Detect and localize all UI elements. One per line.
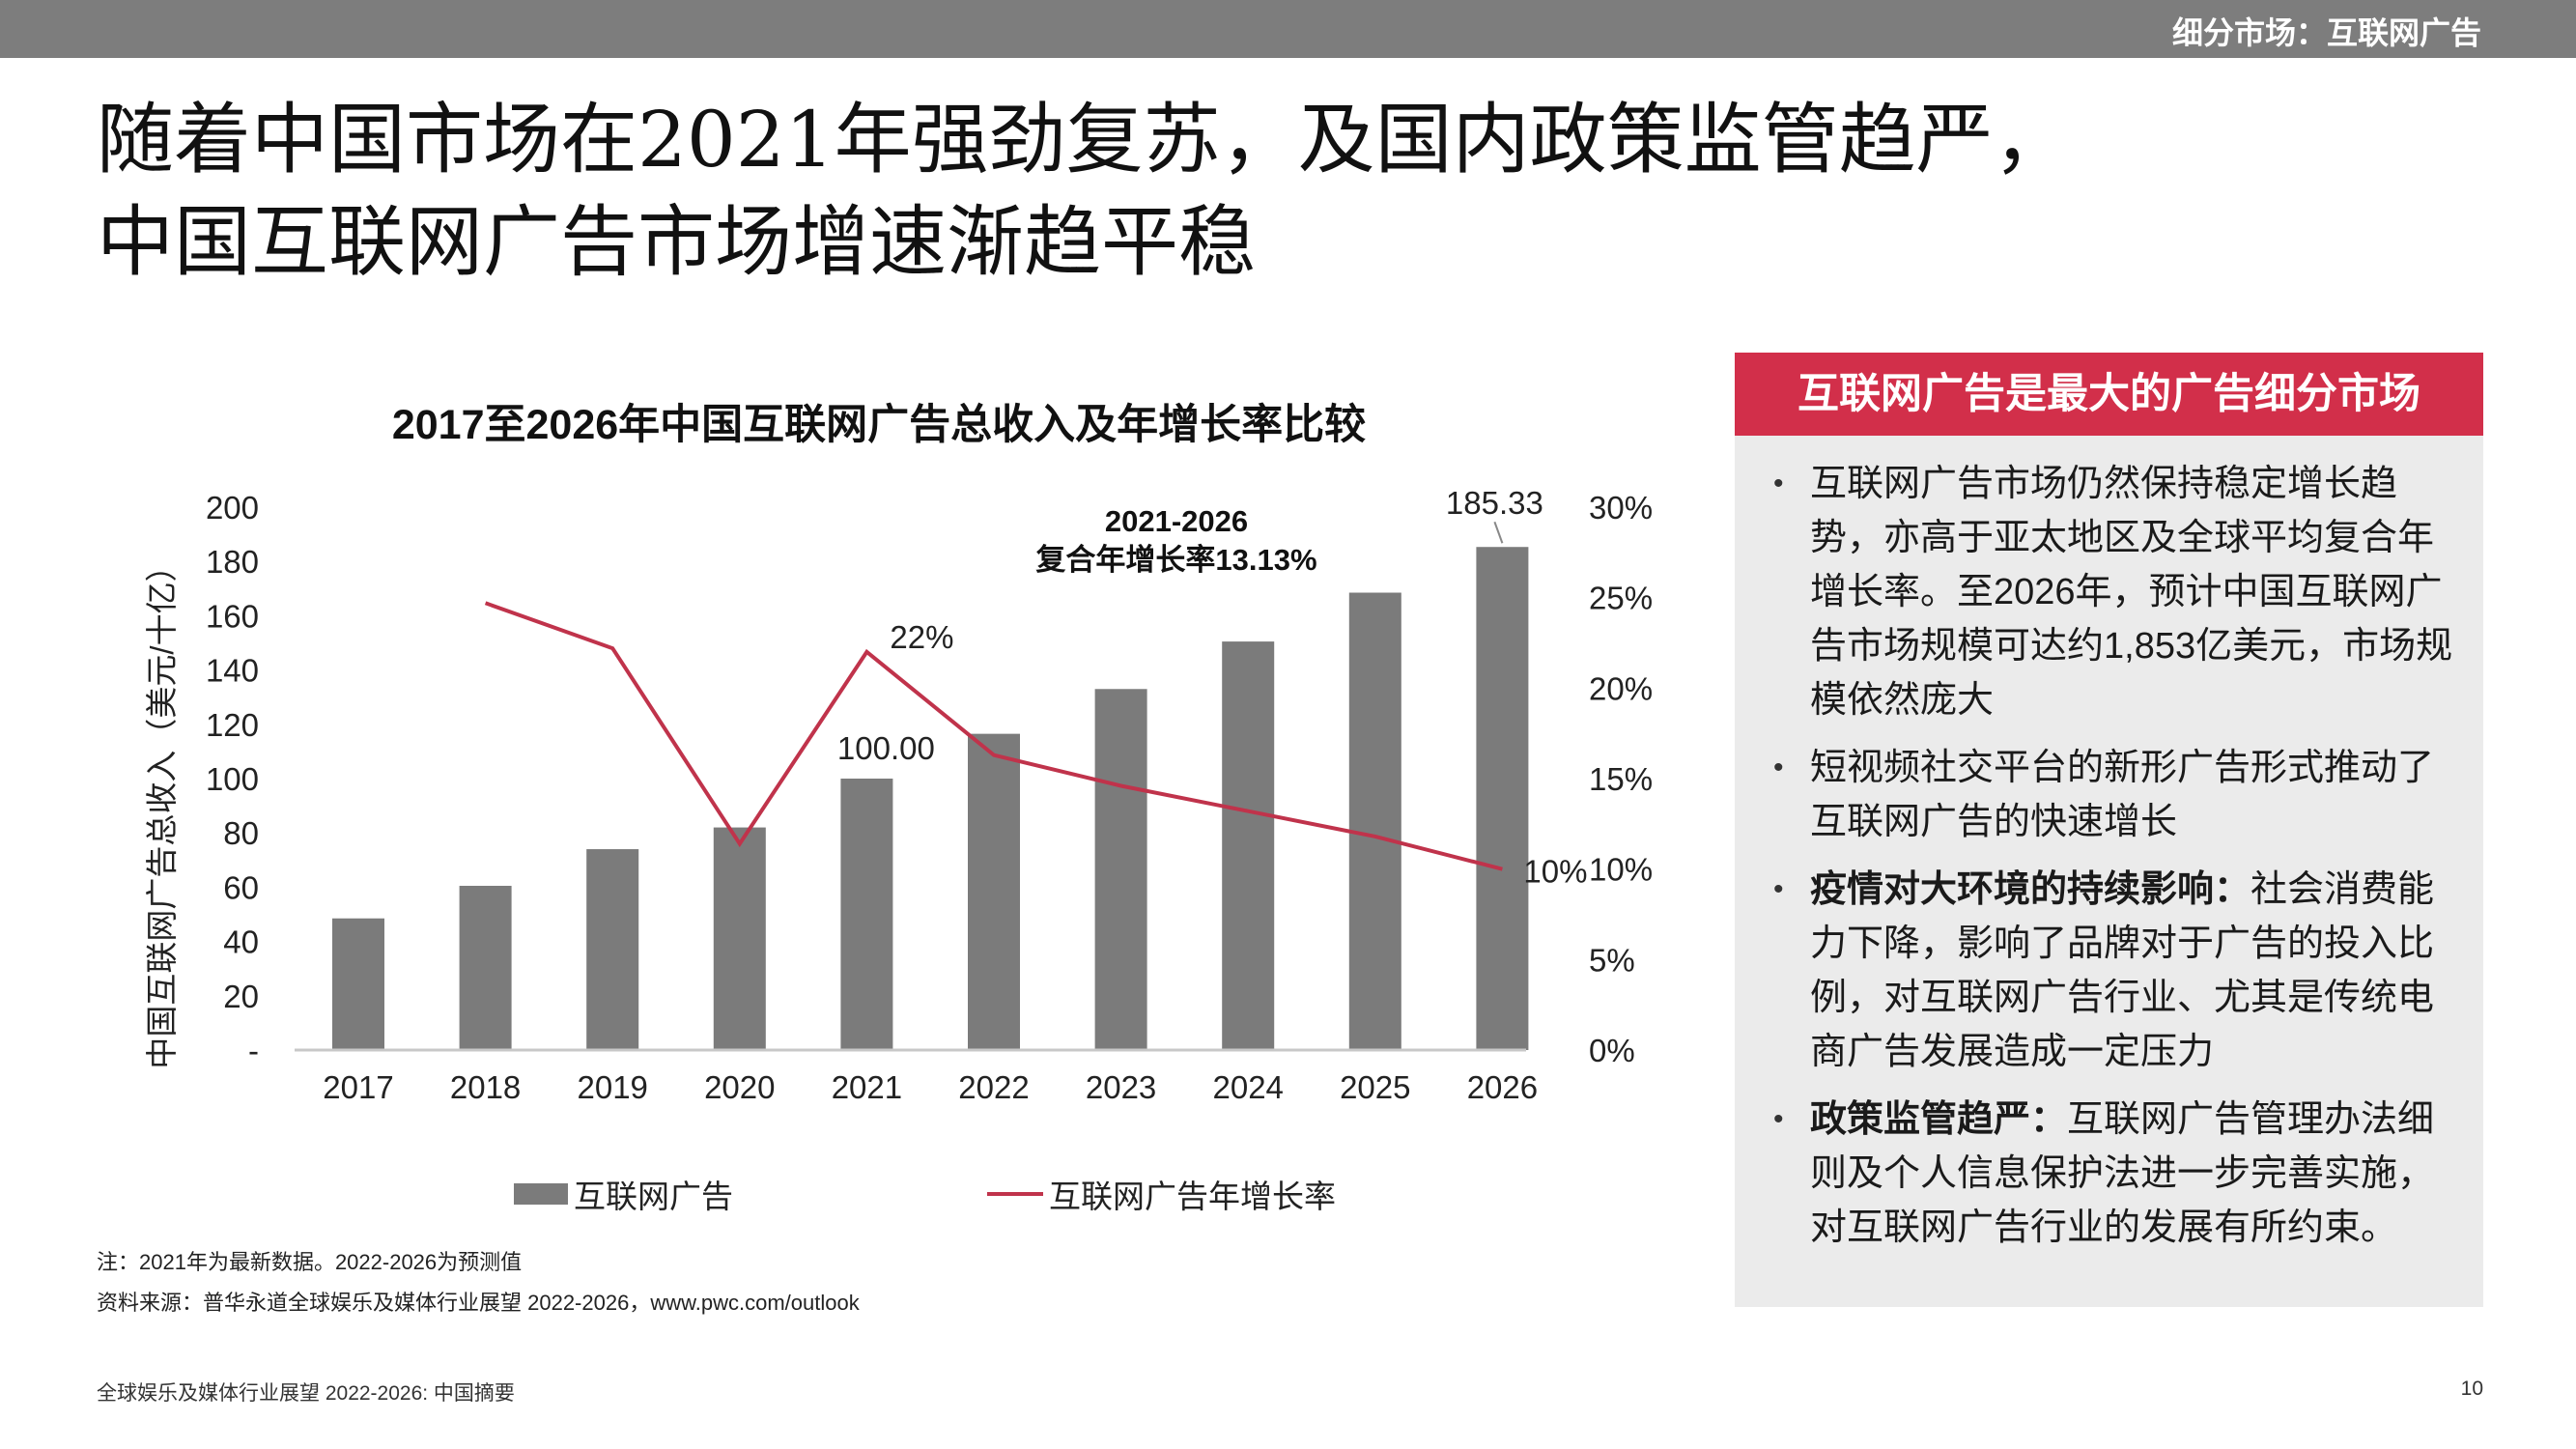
- legend-bar-swatch: [514, 1183, 568, 1205]
- x-tick-2025: 2025: [1340, 1069, 1410, 1105]
- y-left-tick: -: [248, 1033, 259, 1068]
- footer-text: 全球娱乐及媒体行业展望 2022-2026: 中国摘要: [97, 1382, 515, 1405]
- page-number: 10: [2460, 1378, 2483, 1400]
- x-tick-2020: 2020: [704, 1069, 775, 1105]
- legend-line-swatch: [987, 1192, 1043, 1196]
- panel-title: 互联网广告是最大的广告细分市场: [1735, 353, 2483, 436]
- bar-2022: [968, 733, 1020, 1050]
- bar-2019: [586, 849, 639, 1050]
- bar-label-2021: 100.00: [837, 730, 935, 766]
- y-right-tick: 30%: [1589, 490, 1653, 526]
- y-left-tick: 140: [206, 653, 259, 689]
- x-tick-2022: 2022: [958, 1069, 1029, 1105]
- bar-2026: [1476, 547, 1529, 1050]
- bar-label-2026: 185.33: [1446, 485, 1543, 521]
- bar-2025: [1348, 592, 1401, 1050]
- x-tick-2024: 2024: [1212, 1069, 1283, 1105]
- bar-label-leader: [1493, 521, 1504, 544]
- bullet-item: • 短视频社交平台的新形广告形式推动了互联网广告的快速增长: [1769, 741, 2456, 849]
- x-tick-2017: 2017: [323, 1069, 393, 1105]
- bullet-text: 互联网广告管理办法细则及个人信息保护法进一步完善实施，对互联网广告行业的发展有所…: [1810, 1099, 2435, 1248]
- y-left-tick: 180: [206, 544, 259, 580]
- legend-item-line: 互联网广告年增长率: [987, 1171, 1336, 1217]
- y-right-tick: 10%: [1589, 852, 1653, 888]
- y-left-tick: 20: [223, 979, 259, 1014]
- rate-label-2026: 10%: [1523, 854, 1587, 890]
- title-line-2: 中国互联网广告市场增速渐趋平稳: [97, 197, 1256, 287]
- note-text: 注：2021年为最新数据。2022-2026为预测值: [97, 1250, 523, 1274]
- title-line-1: 随着中国市场在2021年强劲复苏，及国内政策监管趋严，: [97, 95, 2071, 185]
- rate-label-2021: 22%: [890, 619, 953, 655]
- y-left-tick: 40: [223, 924, 259, 960]
- x-tick-2026: 2026: [1467, 1069, 1538, 1105]
- y-right-tick: 20%: [1589, 670, 1653, 706]
- source-text: 资料来源：普华永道全球娱乐及媒体行业展望 2022-2026，www.pwc.c…: [97, 1291, 860, 1315]
- bullet-dot-icon: •: [1773, 468, 1784, 499]
- bar-2017: [332, 918, 384, 1050]
- section-label: 细分市场：互联网广告: [2171, 15, 2481, 50]
- bar-2020: [713, 827, 766, 1050]
- bullet-text: 短视频社交平台的新形广告形式推动了互联网广告的快速增长: [1810, 748, 2435, 842]
- chart-title: 2017至2026年中国互联网广告总收入及年增长率比较: [391, 402, 1367, 448]
- x-tick-2023: 2023: [1086, 1069, 1156, 1105]
- x-tick-2021: 2021: [832, 1069, 902, 1105]
- y-left-tick: 100: [206, 761, 259, 797]
- y-right-tick: 15%: [1589, 761, 1653, 797]
- growth-rate-line: [484, 601, 1503, 871]
- chart-canvas: - 20 40 60 80 100 120 140 160 180 200 0% 5% 10% 15% 20…: [206, 485, 1653, 1105]
- x-tick-2018: 2018: [450, 1069, 521, 1105]
- bullet-item: • 疫情对大环境的持续影响：社会消费能力下降，影响了品牌对于广告的投入比例，对互联…: [1769, 863, 2456, 1079]
- y-left-tick: 160: [206, 598, 259, 634]
- bullet-list: • 互联网广告市场仍然保持稳定增长趋势，亦高于亚太地区及全球平均复合年增长率。至2…: [1735, 436, 2483, 1255]
- y-left-tick: 200: [206, 490, 259, 526]
- bullet-dot-icon: •: [1773, 1103, 1784, 1135]
- bar-2023: [1094, 689, 1147, 1050]
- top-bar: 细分市场：互联网广告: [0, 0, 2576, 58]
- bar-2021: [840, 779, 893, 1050]
- y-left-tick: 80: [223, 815, 259, 851]
- legend-item-bar: 互联网广告: [514, 1171, 733, 1217]
- bullet-item: • 政策监管趋严：互联网广告管理办法细则及个人信息保护法进一步完善实施，对互联网广…: [1769, 1093, 2456, 1255]
- bullet-bold-lead: 疫情对大环境的持续影响：: [1810, 869, 2251, 910]
- y-right-tick: 5%: [1589, 942, 1635, 978]
- bullet-text: 社会消费能力下降，影响了品牌对于广告的投入比例，对互联网广告行业、尤其是传统电商…: [1810, 869, 2435, 1072]
- bullet-text: 互联网广告市场仍然保持稳定增长趋势，亦高于亚太地区及全球平均复合年增长率。至20…: [1810, 464, 2453, 721]
- page-title: 随着中国市场在2021年强劲复苏，及国内政策监管趋严， 中国互联网广告市场增速渐…: [97, 89, 2318, 294]
- chart-notes: 注：2021年为最新数据。2022-2026为预测值 资料来源：普华永道全球娱乐…: [97, 1242, 860, 1323]
- bullet-dot-icon: •: [1773, 752, 1784, 783]
- y-left-tick: 120: [206, 707, 259, 743]
- legend-bar-label: 互联网广告: [574, 1179, 733, 1214]
- y-right-tick: 25%: [1589, 581, 1653, 616]
- cagr-annotation-value: 复合年增长率13.13%: [1035, 543, 1316, 577]
- x-tick-2019: 2019: [577, 1069, 647, 1105]
- legend-line-label: 互联网广告年增长率: [1049, 1179, 1336, 1214]
- y-right-tick: 0%: [1589, 1033, 1635, 1068]
- bullet-item: • 互联网广告市场仍然保持稳定增长趋势，亦高于亚太地区及全球平均复合年增长率。至2…: [1769, 457, 2456, 727]
- bar-2018: [459, 885, 512, 1050]
- bar-2024: [1222, 641, 1275, 1050]
- bullet-bold-lead: 政策监管趋严：: [1810, 1099, 2068, 1140]
- y-left-tick: 60: [223, 869, 259, 905]
- cagr-annotation-period: 2021-2026: [1105, 504, 1248, 538]
- bullet-dot-icon: •: [1773, 873, 1784, 905]
- insight-panel: 互联网广告是最大的广告细分市场 • 互联网广告市场仍然保持稳定增长趋势，亦高于亚太…: [1735, 353, 2483, 1307]
